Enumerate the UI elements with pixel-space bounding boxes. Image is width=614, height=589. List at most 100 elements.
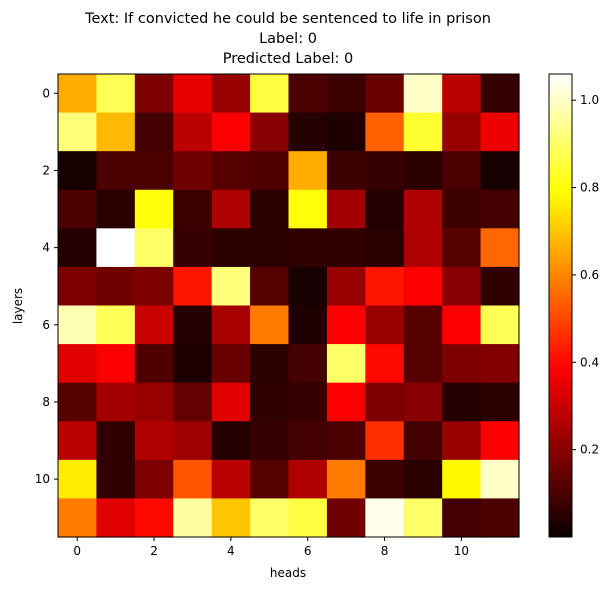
x-axis-label: heads (270, 566, 306, 580)
heatmap-cell-r8-c0 (58, 382, 98, 422)
colorbar-ticks: 0.2 0.4 0.6 0.8 1.0 (572, 93, 599, 457)
heatmap-cell-r1-c10 (442, 112, 482, 152)
heatmap-cell-r3-c6 (288, 189, 328, 229)
heatmap-cell-r8-c8 (365, 382, 405, 422)
heatmap-cell-r3-c11 (480, 189, 520, 229)
x-tick-label: 4 (227, 544, 235, 558)
heatmap-cell-r9-c11 (480, 421, 520, 461)
heatmap-cell-r9-c1 (96, 421, 136, 461)
heatmap-cell-r7-c4 (211, 344, 251, 384)
heatmap-cell-r5-c2 (134, 266, 174, 307)
heatmap-cell-r4-c8 (365, 228, 405, 268)
heatmap-cell-r10-c5 (250, 459, 290, 500)
heatmap-cell-r7-c5 (250, 344, 290, 384)
heatmap-cell-r10-c8 (365, 459, 405, 500)
heatmap-cell-r2-c2 (134, 151, 174, 191)
heatmap-cell-r11-c7 (326, 498, 366, 538)
heatmap-cell-r8-c9 (403, 382, 443, 422)
heatmap-cell-r7-c10 (442, 344, 482, 384)
colorbar-tick-label: 0.2 (580, 443, 599, 457)
heatmap-cell-r11-c3 (173, 498, 213, 538)
y-tick-label: 10 (35, 472, 50, 486)
plot-frame (57, 73, 520, 538)
heatmap-cell-r1-c0 (58, 112, 98, 152)
heatmap-cell-r4-c10 (442, 228, 482, 268)
heatmap-cell-r9-c2 (134, 421, 174, 461)
heatmap-cell-r3-c7 (326, 189, 366, 229)
heatmap-cell-r8-c5 (250, 382, 290, 422)
chart-title-line-2: Label: 0 (259, 31, 317, 47)
heatmap-cell-r6-c1 (96, 305, 136, 345)
heatmap-cell-r1-c3 (173, 112, 213, 152)
heatmap-cell-r2-c10 (442, 151, 482, 191)
y-tick-label: 2 (42, 163, 50, 177)
heatmap-cell-r9-c4 (211, 421, 251, 461)
x-tick-label: 2 (150, 544, 158, 558)
heatmap-cell-r8-c2 (134, 382, 174, 422)
y-axis-label: layers (11, 288, 25, 324)
x-tick-label: 0 (73, 544, 81, 558)
heatmap-cell-r2-c5 (250, 151, 290, 191)
heatmap-cell-r10-c10 (442, 459, 482, 500)
heatmap-cell-r11-c10 (442, 498, 482, 538)
heatmap-cell-r10-c11 (480, 459, 520, 500)
heatmap-cell-r7-c9 (403, 344, 443, 384)
x-tick-label: 6 (304, 544, 312, 558)
heatmap-cell-r7-c3 (173, 344, 213, 384)
y-axis-ticks: 0 2 4 6 8 10 (35, 86, 58, 486)
heatmap-cells (58, 74, 520, 538)
heatmap-cell-r2-c3 (173, 151, 213, 191)
heatmap-cell-r9-c7 (326, 421, 366, 461)
heatmap-cell-r10-c1 (96, 459, 136, 500)
heatmap-cell-r11-c6 (288, 498, 328, 538)
heatmap-cell-r1-c8 (365, 112, 405, 152)
heatmap-cell-r5-c10 (442, 266, 482, 307)
heatmap-cell-r1-c4 (211, 112, 251, 152)
heatmap-cell-r5-c11 (480, 266, 520, 307)
heatmap-cell-r0-c9 (403, 74, 443, 114)
heatmap-cell-r8-c1 (96, 382, 136, 422)
heatmap-cell-r7-c1 (96, 344, 136, 384)
colorbar-tick-label: 0.8 (580, 181, 599, 195)
heatmap-cell-r3-c3 (173, 189, 213, 229)
heatmap-cell-r1-c9 (403, 112, 443, 152)
heatmap-cell-r5-c1 (96, 266, 136, 307)
heatmap-cell-r6-c10 (442, 305, 482, 345)
heatmap-cell-r5-c3 (173, 266, 213, 307)
heatmap-cell-r2-c4 (211, 151, 251, 191)
heatmap-cell-r10-c0 (58, 459, 98, 500)
heatmap-cell-r6-c7 (326, 305, 366, 345)
heatmap-cell-r4-c6 (288, 228, 328, 268)
heatmap-cell-r6-c9 (403, 305, 443, 345)
heatmap-cell-r8-c11 (480, 382, 520, 422)
colorbar-tick-label: 0.4 (580, 355, 599, 369)
y-tick-label: 0 (42, 86, 50, 100)
heatmap-cell-r0-c5 (250, 74, 290, 114)
heatmap-cell-r2-c8 (365, 151, 405, 191)
heatmap-cell-r0-c6 (288, 74, 328, 114)
heatmap-cell-r3-c1 (96, 189, 136, 229)
heatmap-cell-r4-c2 (134, 228, 174, 268)
heatmap-cell-r7-c11 (480, 344, 520, 384)
heatmap-cell-r11-c1 (96, 498, 136, 538)
heatmap-cell-r7-c7 (326, 344, 366, 384)
heatmap-cell-r5-c6 (288, 266, 328, 307)
heatmap-cell-r3-c5 (250, 189, 290, 229)
heatmap-cell-r1-c7 (326, 112, 366, 152)
heatmap-cell-r6-c2 (134, 305, 174, 345)
heatmap-cell-r0-c11 (480, 74, 520, 114)
heatmap-cell-r4-c5 (250, 228, 290, 268)
heatmap-cell-r10-c4 (211, 459, 251, 500)
heatmap-cell-r4-c4 (211, 228, 251, 268)
y-tick-label: 8 (42, 395, 50, 409)
y-tick-label: 4 (42, 241, 50, 255)
heatmap-cell-r8-c10 (442, 382, 482, 422)
heatmap-cell-r3-c10 (442, 189, 482, 229)
heatmap-cell-r1-c11 (480, 112, 520, 152)
heatmap-cell-r0-c10 (442, 74, 482, 114)
heatmap-cell-r11-c9 (403, 498, 443, 538)
heatmap-cell-r10-c7 (326, 459, 366, 500)
heatmap-cell-r11-c5 (250, 498, 290, 538)
colorbar-tick-label: 0.6 (580, 268, 599, 282)
heatmap-cell-r9-c8 (365, 421, 405, 461)
